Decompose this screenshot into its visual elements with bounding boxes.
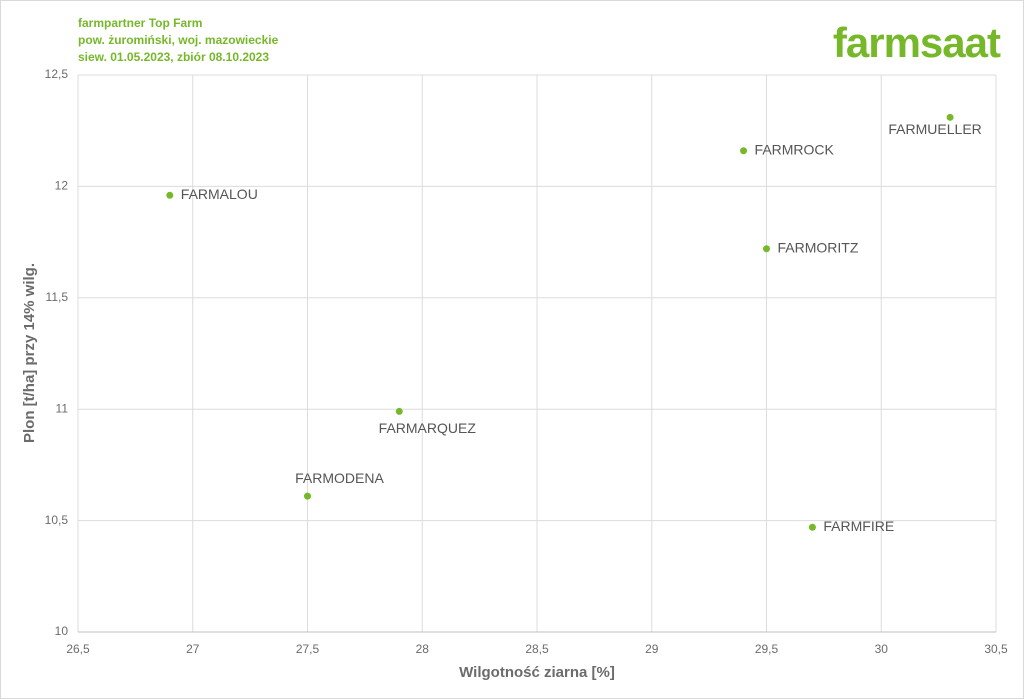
point — [395, 407, 403, 415]
y-tick-label: 10 — [55, 624, 69, 638]
header-line: pow. żuromiński, woj. mazowieckie — [78, 33, 279, 47]
point-label: FARMROCK — [755, 141, 835, 157]
point — [808, 523, 816, 531]
point-label: FARMUELLER — [888, 121, 981, 137]
x-tick-label: 29,5 — [755, 642, 779, 656]
y-axis-title: Plon [t/ha] przy 14% wilg. — [21, 263, 38, 443]
point-label: FARMFIRE — [823, 518, 894, 534]
point — [166, 191, 174, 199]
x-tick-label: 27,5 — [296, 642, 320, 656]
point — [740, 147, 748, 155]
x-tick-label: 27 — [186, 642, 200, 656]
y-tick-label: 11,5 — [46, 290, 69, 304]
point — [946, 113, 954, 121]
x-tick-label: 30 — [875, 642, 889, 656]
y-tick-label: 12 — [55, 179, 69, 193]
point — [304, 492, 311, 500]
x-tick-label: 30,5 — [984, 642, 1008, 656]
y-tick-label: 11 — [56, 401, 69, 415]
point — [763, 245, 770, 253]
point-label: FARMARQUEZ — [379, 420, 477, 436]
point-label: FARMALOU — [181, 186, 258, 202]
point-label: FARMORITZ — [778, 239, 859, 255]
y-tick-label: 12,5 — [45, 67, 69, 81]
x-tick-label: 28,5 — [525, 642, 549, 656]
x-tick-label: 29 — [645, 642, 659, 656]
header-line: farmpartner Top Farm — [78, 16, 202, 30]
logo: farmsaat — [833, 19, 1001, 66]
y-tick-label: 10,5 — [45, 513, 69, 527]
header-line: siew. 01.05.2023, zbiór 08.10.2023 — [78, 50, 269, 64]
x-tick-label: 28 — [416, 642, 430, 656]
x-axis-title: Wilgotność ziarna [%] — [459, 664, 615, 681]
x-tick-label: 26,5 — [66, 642, 90, 656]
point-label: FARMODENA — [295, 470, 384, 486]
